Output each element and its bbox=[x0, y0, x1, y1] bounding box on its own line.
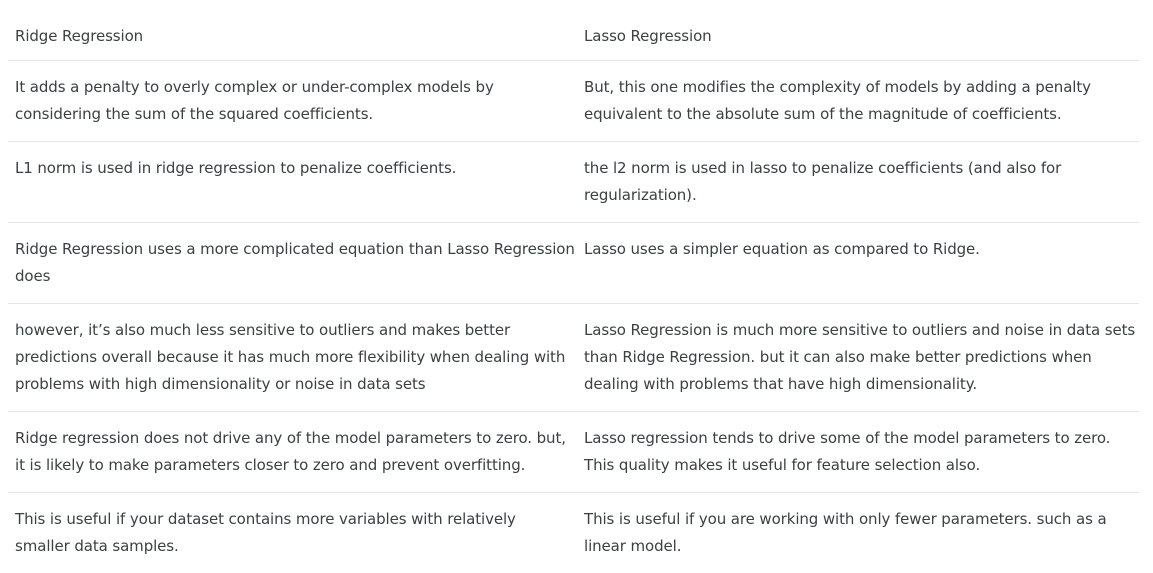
lasso-cell: Lasso uses a simpler equation as compare… bbox=[577, 223, 1139, 304]
header-row: Ridge Regression Lasso Regression bbox=[8, 10, 1139, 61]
table-row: Ridge regression does not drive any of t… bbox=[8, 412, 1139, 493]
table-header: Ridge Regression Lasso Regression bbox=[8, 10, 1139, 61]
table-row: It adds a penalty to overly complex or u… bbox=[8, 61, 1139, 142]
ridge-cell: Ridge regression does not drive any of t… bbox=[8, 412, 577, 493]
lasso-cell: Lasso Regression is much more sensitive … bbox=[577, 304, 1139, 412]
ridge-cell: L1 norm is used in ridge regression to p… bbox=[8, 142, 577, 223]
lasso-cell: But, this one modifies the complexity of… bbox=[577, 61, 1139, 142]
lasso-cell: the l2 norm is used in lasso to penalize… bbox=[577, 142, 1139, 223]
lasso-cell: This is useful if you are working with o… bbox=[577, 493, 1139, 573]
table-row: however, it’s also much less sensitive t… bbox=[8, 304, 1139, 412]
lasso-cell: Lasso regression tends to drive some of … bbox=[577, 412, 1139, 493]
header-lasso: Lasso Regression bbox=[577, 10, 1139, 61]
ridge-cell: It adds a penalty to overly complex or u… bbox=[8, 61, 577, 142]
header-ridge: Ridge Regression bbox=[8, 10, 577, 61]
ridge-vs-lasso-table: Ridge Regression Lasso Regression It add… bbox=[8, 10, 1139, 573]
table-row: This is useful if your dataset contains … bbox=[8, 493, 1139, 573]
ridge-cell: This is useful if your dataset contains … bbox=[8, 493, 577, 573]
ridge-cell: Ridge Regression uses a more complicated… bbox=[8, 223, 577, 304]
table-row: Ridge Regression uses a more complicated… bbox=[8, 223, 1139, 304]
table-row: L1 norm is used in ridge regression to p… bbox=[8, 142, 1139, 223]
ridge-cell: however, it’s also much less sensitive t… bbox=[8, 304, 577, 412]
table-body: It adds a penalty to overly complex or u… bbox=[8, 61, 1139, 573]
